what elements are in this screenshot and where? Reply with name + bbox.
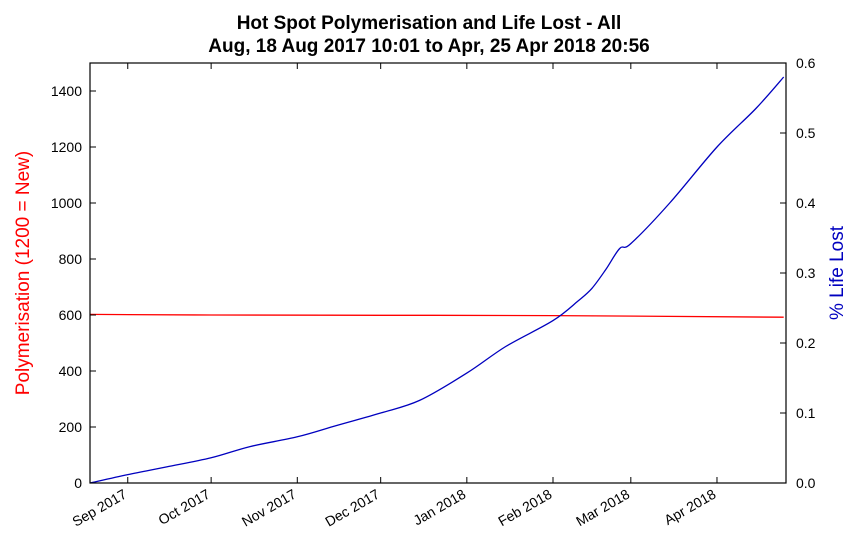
left-axis-label-group: Polymerisation (1200 = New) bbox=[13, 151, 34, 395]
x-tick-label: Dec 2017 bbox=[322, 486, 382, 530]
y-left-tick-label: 400 bbox=[59, 363, 83, 379]
ticks: 0 200 400 600 800 1000 1200 1400 0.0 0.1 0.2 0.3 0.4… bbox=[51, 55, 816, 530]
y-left-tick-label: 600 bbox=[59, 307, 83, 323]
y-right-tick-label: 0.1 bbox=[796, 405, 816, 421]
x-tick-label: Oct 2017 bbox=[155, 486, 212, 528]
y-right-tick-label: 0.5 bbox=[796, 125, 816, 141]
x-tick-label: Nov 2017 bbox=[239, 486, 299, 530]
y-left-tick-label: 200 bbox=[59, 419, 83, 435]
x-tick-label: Apr 2018 bbox=[661, 486, 718, 528]
y-right-tick-label: 0.0 bbox=[796, 475, 816, 491]
y-right-tick-label: 0.2 bbox=[796, 335, 816, 351]
y-left-tick-label: 0 bbox=[74, 475, 82, 491]
x-tick-label: Mar 2018 bbox=[573, 486, 632, 530]
plot-area bbox=[89, 76, 785, 484]
y-left-tick-label: 1000 bbox=[51, 195, 82, 211]
y-right-tick-label: 0.4 bbox=[796, 195, 816, 211]
right-axis-label-group: % Life Lost bbox=[827, 225, 848, 320]
right-axis-label: % Life Lost bbox=[827, 225, 848, 320]
chart-subtitle: Aug, 18 Aug 2017 10:01 to Apr, 25 Apr 20… bbox=[208, 36, 649, 57]
x-tick-label: Jan 2018 bbox=[410, 486, 468, 529]
polymerisation-line bbox=[89, 313, 784, 318]
y-right-tick-label: 0.3 bbox=[796, 265, 816, 281]
chart-title: Hot Spot Polymerisation and Life Lost - … bbox=[237, 13, 622, 34]
x-tick-label: Feb 2018 bbox=[495, 486, 554, 530]
life-lost-line bbox=[89, 76, 785, 484]
plot-frame bbox=[89, 62, 787, 484]
x-tick-label: Sep 2017 bbox=[69, 486, 129, 530]
y-left-tick-label: 800 bbox=[59, 251, 83, 267]
y-left-tick-label: 1200 bbox=[51, 139, 82, 155]
y-right-tick-label: 0.6 bbox=[796, 55, 816, 71]
left-axis-label: Polymerisation (1200 = New) bbox=[13, 151, 34, 395]
y-left-tick-label: 1400 bbox=[51, 83, 82, 99]
